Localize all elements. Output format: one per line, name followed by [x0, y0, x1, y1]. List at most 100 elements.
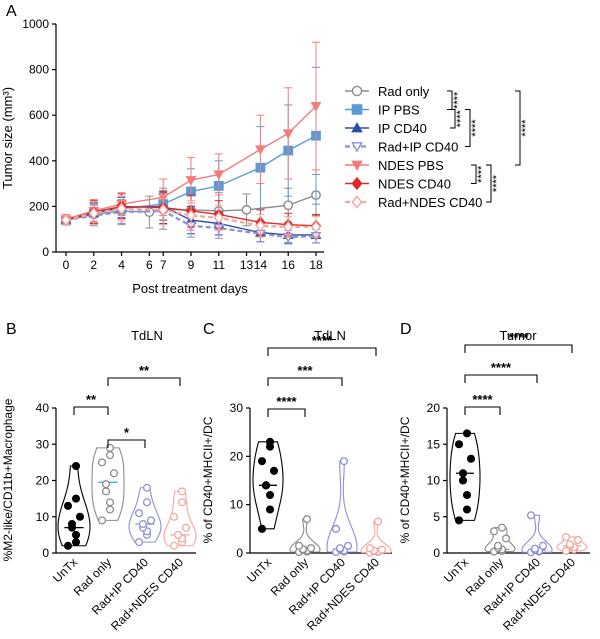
data-point — [105, 505, 115, 514]
violin-outline — [163, 490, 197, 547]
panel-b-group-3 — [163, 487, 197, 550]
panel-a-x-label: Post treatment days — [132, 281, 248, 296]
data-point — [561, 532, 571, 542]
data-point — [213, 211, 224, 224]
panel-c-y-label: % of CD40+MHCII+/DC — [201, 416, 215, 543]
panel-d-y-tick-label: 5 — [433, 510, 440, 524]
data-point — [71, 494, 81, 503]
legend-label: IP PBS — [378, 103, 420, 118]
panel-c-group-0 — [252, 437, 284, 533]
panel-a-y-tick-label: 600 — [29, 108, 49, 122]
violin-outline — [326, 460, 358, 553]
data-point — [458, 469, 468, 478]
data-point — [462, 490, 472, 500]
data-point — [71, 461, 81, 471]
data-point — [138, 519, 148, 529]
data-point — [134, 538, 144, 547]
significance-label: ** — [86, 392, 97, 407]
panel-b-y-tick-label: 40 — [36, 401, 50, 415]
data-point — [109, 469, 119, 478]
panel-a-x-tick-label: 2 — [90, 258, 97, 272]
panel-a-y-tick-label: 1000 — [22, 17, 49, 31]
panel-c-group-1 — [289, 515, 321, 557]
panel-d-category-label: UnTx — [441, 555, 471, 585]
panel-b-y-label: %M2-like/CD11b+Macrophage — [1, 398, 15, 561]
significance-label: * — [124, 425, 130, 440]
data-point — [261, 481, 271, 490]
data-point — [181, 523, 191, 532]
data-point — [283, 220, 294, 234]
violin-outline — [252, 441, 284, 530]
significance-bracket — [267, 377, 343, 386]
violin-outline — [91, 447, 125, 521]
panel-a-x-tick-label: 0 — [63, 258, 70, 272]
data-point — [501, 534, 511, 543]
data-point — [561, 546, 571, 555]
panel-a-x-tick-label: 6 — [146, 258, 153, 272]
data-point — [60, 213, 72, 227]
data-point — [169, 541, 179, 550]
data-point — [331, 524, 341, 533]
significance-label: **** — [470, 119, 482, 137]
data-point — [283, 200, 294, 211]
panel-d-y-tick-label: 15 — [427, 437, 441, 451]
data-point — [339, 457, 349, 466]
panel-d-y-tick-label: 10 — [427, 474, 441, 488]
panel-label-b: B — [6, 321, 17, 338]
panel-b-y-tick-label: 20 — [36, 474, 50, 488]
significance-bracket — [464, 406, 501, 415]
data-point — [377, 545, 387, 554]
panel-d-violin-chart: Tumor % of CD40+MHCII+/DC 05101520UnTxRa… — [398, 328, 590, 633]
data-point — [63, 541, 73, 550]
panel-a-y-tick-label: 400 — [29, 154, 49, 168]
panel-c-y-tick-label: 20 — [230, 449, 244, 463]
data-point — [310, 220, 322, 234]
data-point — [169, 512, 179, 521]
significance-label: **** — [476, 165, 488, 183]
data-point — [97, 458, 107, 467]
significance-label: **** — [520, 119, 532, 137]
data-point — [255, 219, 266, 232]
panel-a-x-tick-label: 11 — [213, 258, 226, 272]
panel-d-group-3 — [556, 532, 588, 555]
violin-outline — [360, 521, 392, 554]
panel-d-group-1 — [484, 523, 516, 556]
legend-marker — [351, 104, 363, 115]
violin-outline — [449, 432, 481, 521]
panel-a-x-tick-label: 4 — [118, 258, 125, 272]
significance-bracket — [515, 90, 521, 166]
data-point — [241, 204, 252, 215]
panel-a-y-tick-label: 0 — [42, 245, 49, 259]
data-point — [88, 207, 99, 220]
data-point — [310, 102, 322, 112]
panel-a-x-tick-label: 16 — [282, 258, 296, 272]
data-point — [294, 541, 304, 550]
panel-label-c: C — [203, 321, 215, 338]
data-point — [173, 530, 183, 539]
significance-label: ** — [139, 363, 150, 378]
significance-bracket — [464, 344, 573, 353]
data-point — [565, 540, 575, 549]
data-point — [466, 454, 476, 463]
panel-d-y-tick-label: 20 — [427, 401, 441, 415]
data-point — [101, 480, 111, 489]
panel-a-x-tick-label: 7 — [160, 258, 167, 272]
panel-b-y-tick-label: 10 — [36, 510, 50, 524]
significance-bracket — [486, 164, 492, 203]
violin-outline — [57, 465, 91, 547]
data-point — [142, 483, 152, 492]
panel-label-a: A — [6, 3, 17, 20]
panel-label-d: D — [400, 321, 412, 338]
data-point — [265, 505, 275, 514]
significance-bracket — [464, 374, 538, 383]
data-point — [185, 209, 197, 222]
panel-a-x-tick-label: 13 — [240, 258, 254, 272]
data-point — [75, 512, 85, 521]
violin-outline — [289, 518, 321, 553]
significance-label: *** — [297, 363, 313, 378]
data-point — [462, 505, 472, 514]
panel-b-y-tick-label: 30 — [36, 437, 50, 451]
violin-outline — [128, 487, 162, 543]
panel-b-group-1 — [91, 443, 125, 525]
